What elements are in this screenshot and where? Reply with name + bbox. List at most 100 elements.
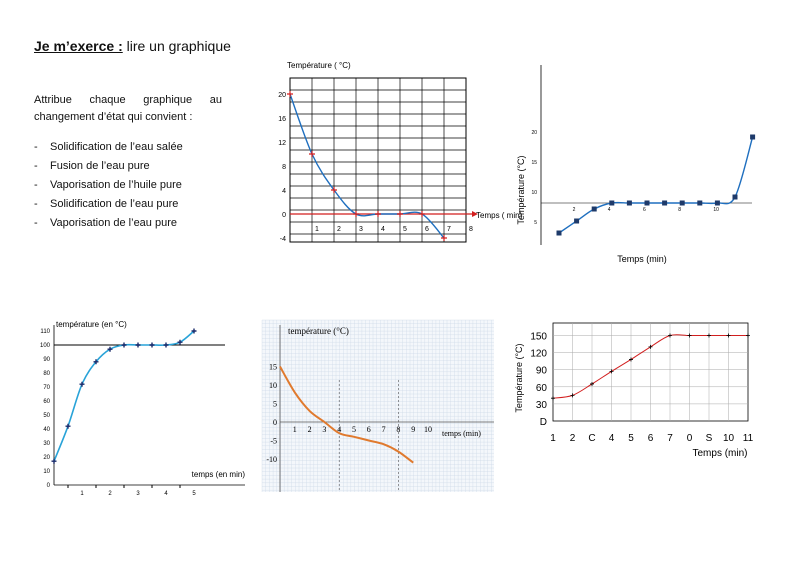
chart-2-point <box>556 230 562 236</box>
chart-4: 1 2 3 4 5 6 7 8 9 10 15 10 5 0 -5 -10 température (°C)… <box>261 319 494 492</box>
chart-1-x-tick-label: 2 <box>337 226 341 233</box>
chart-3-y-tick-label: 50 <box>43 413 50 419</box>
chart-4-y-tick-label: 5 <box>273 400 277 409</box>
chart-4-x-tick-label: 8 <box>396 425 400 434</box>
chart-1-point <box>331 187 337 193</box>
chart-1-grid <box>290 77 478 242</box>
chart-3-y-tick-label: 40 <box>43 427 50 433</box>
chart-1-point <box>353 211 359 217</box>
chart-3-y-tick-label: 100 <box>40 343 51 349</box>
chart-1-x-tick-label: 1 <box>315 226 319 233</box>
chart-2-point <box>679 200 685 206</box>
list-item: Vaporisation de l’eau pure <box>34 214 183 233</box>
chart-5-x-tick-label: 6 <box>648 433 654 444</box>
chart-5-x-tick-label: 5 <box>628 433 634 444</box>
chart-2-point <box>750 134 756 140</box>
chart-3-y-tick-label: 10 <box>43 469 50 475</box>
chart-1-point <box>419 211 425 217</box>
chart-2-point <box>591 206 597 212</box>
chart-2-x-tick-label: 6 <box>643 207 646 213</box>
page-title: Je m’exerce : lire un graphique <box>34 38 231 54</box>
chart-1-y-ticks: 20 16 12 8 4 0 -4 <box>278 92 286 243</box>
chart-1-y-tick-label: 0 <box>282 212 286 219</box>
chart-3-point <box>191 328 197 334</box>
chart-5-y-tick-label: 150 <box>530 332 547 343</box>
chart-5-x-tick-label: 4 <box>609 433 615 444</box>
chart-3-x-ticks: 1 2 3 4 5 <box>67 485 196 497</box>
chart-3-y-tick-label: 60 <box>43 399 50 405</box>
chart-2-point <box>732 194 738 200</box>
chart-1-point <box>441 235 447 241</box>
chart-5-point <box>629 357 633 362</box>
chart-3-x-tick-label: 3 <box>136 491 140 497</box>
chart-1-point <box>397 211 403 217</box>
chart-1-point <box>309 151 315 157</box>
list-item: Solidification de l’eau salée <box>34 138 183 157</box>
chart-5-point <box>590 381 594 386</box>
chart-4-x-tick-label: 2 <box>308 425 312 434</box>
chart-5-x-tick-label: C <box>588 433 595 444</box>
chart-2-y-tick-label: 20 <box>531 130 537 136</box>
chart-4-x-tick-label: 5 <box>352 425 356 434</box>
chart-5-x-label: Temps (min) <box>692 448 747 459</box>
chart-3-y-tick-label: 0 <box>47 483 51 489</box>
chart-4-x-tick-label: 9 <box>411 425 415 434</box>
chart-5-point <box>687 333 692 338</box>
list-item: Solidification de l’eau pure <box>34 195 183 214</box>
chart-3-y-tick-label: 30 <box>43 441 50 447</box>
chart-2-x-label: Temps (min) <box>617 254 667 264</box>
chart-3-grid <box>53 325 245 486</box>
chart-3-x-label: temps (en min) <box>192 470 246 479</box>
chart-2-point <box>609 200 615 206</box>
chart-5-x-tick-label: 1 <box>550 433 556 444</box>
chart-1-line <box>289 93 445 239</box>
chart-5-y-tick-label: D <box>540 417 547 428</box>
chart-5-y-label: Température (°C) <box>514 343 524 412</box>
chart-5-x-tick-label: 11 <box>743 433 754 444</box>
chart-2: 2 4 6 8 10 20 15 10 5 Température (°C) Temps (m… <box>516 65 756 264</box>
chart-5-y-tick-label: 120 <box>530 349 547 360</box>
chart-4-paper <box>262 320 494 492</box>
chart-3-y-tick-label: 90 <box>43 357 50 363</box>
list-item: Vaporisation de l’huile pure <box>34 176 183 195</box>
chart-4-x-tick-label: 1 <box>293 425 297 434</box>
chart-5-x-ticks: 1 2 C 4 5 6 7 0 S 10 11 <box>550 433 753 444</box>
chart-2-point <box>697 200 703 206</box>
chart-5-x-tick-label: 7 <box>667 433 673 444</box>
chart-5-y-tick-label: 30 <box>536 400 548 411</box>
chart-5-y-tick-label: 90 <box>536 366 548 377</box>
chart-4-x-tick-label: 7 <box>382 425 386 434</box>
chart-3-x-tick-label: 1 <box>80 491 84 497</box>
chart-1-x-tick-label: 5 <box>403 226 407 233</box>
chart-2-point <box>574 218 580 224</box>
chart-2-x-ticks: 2 4 6 8 10 <box>573 207 720 213</box>
chart-2-point <box>626 200 632 206</box>
chart-5-y-tick-label: 60 <box>536 383 548 394</box>
chart-5-point <box>668 333 672 338</box>
chart-5-point <box>609 369 614 374</box>
chart-3-y-label: température (en °C) <box>56 320 127 329</box>
chart-1-x-label: Temps ( min) <box>476 211 523 220</box>
chart-1-y-tick-label: 12 <box>278 140 286 147</box>
chart-1-point <box>287 91 293 97</box>
chart-5-point <box>746 333 750 338</box>
chart-2-x-tick-label: 2 <box>573 207 576 213</box>
chart-5-point <box>726 333 731 338</box>
chart-3-y-tick-label: 110 <box>40 329 50 335</box>
chart-2-point <box>644 200 650 206</box>
chart-4-x-tick-label: 10 <box>424 425 432 434</box>
choice-list: Solidification de l’eau salée Fusion de … <box>34 138 183 233</box>
chart-1-x-tick-label: 4 <box>381 226 385 233</box>
chart-3-series <box>51 328 197 464</box>
chart-4-x-tick-label: 6 <box>367 425 371 434</box>
chart-1-y-tick-label: 20 <box>278 92 286 99</box>
chart-2-series <box>556 134 756 236</box>
chart-4-x-ticks: 1 2 3 4 5 6 7 8 9 10 <box>293 425 432 434</box>
chart-3-y-tick-label: 80 <box>43 371 50 377</box>
chart-5-point <box>648 344 653 349</box>
chart-3-point <box>163 342 169 348</box>
chart-1-y-tick-label: 8 <box>282 164 286 171</box>
chart-3-x-tick-label: 4 <box>164 491 168 497</box>
